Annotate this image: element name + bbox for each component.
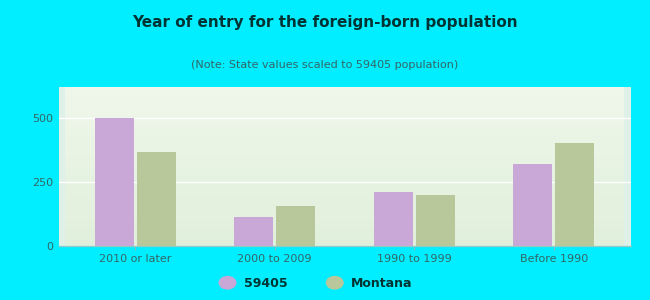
Bar bbox=[234, 217, 274, 246]
Bar bbox=[276, 206, 315, 246]
Text: 59405: 59405 bbox=[244, 277, 287, 290]
Bar bbox=[95, 118, 134, 246]
Text: Year of entry for the foreign-born population: Year of entry for the foreign-born popul… bbox=[132, 15, 518, 30]
Bar bbox=[415, 195, 455, 246]
Bar bbox=[514, 164, 552, 246]
Text: Montana: Montana bbox=[351, 277, 413, 290]
Bar bbox=[555, 143, 594, 246]
Bar bbox=[136, 152, 176, 246]
Text: (Note: State values scaled to 59405 population): (Note: State values scaled to 59405 popu… bbox=[191, 60, 459, 70]
Bar bbox=[374, 192, 413, 246]
Ellipse shape bbox=[219, 277, 236, 289]
Ellipse shape bbox=[326, 277, 343, 289]
